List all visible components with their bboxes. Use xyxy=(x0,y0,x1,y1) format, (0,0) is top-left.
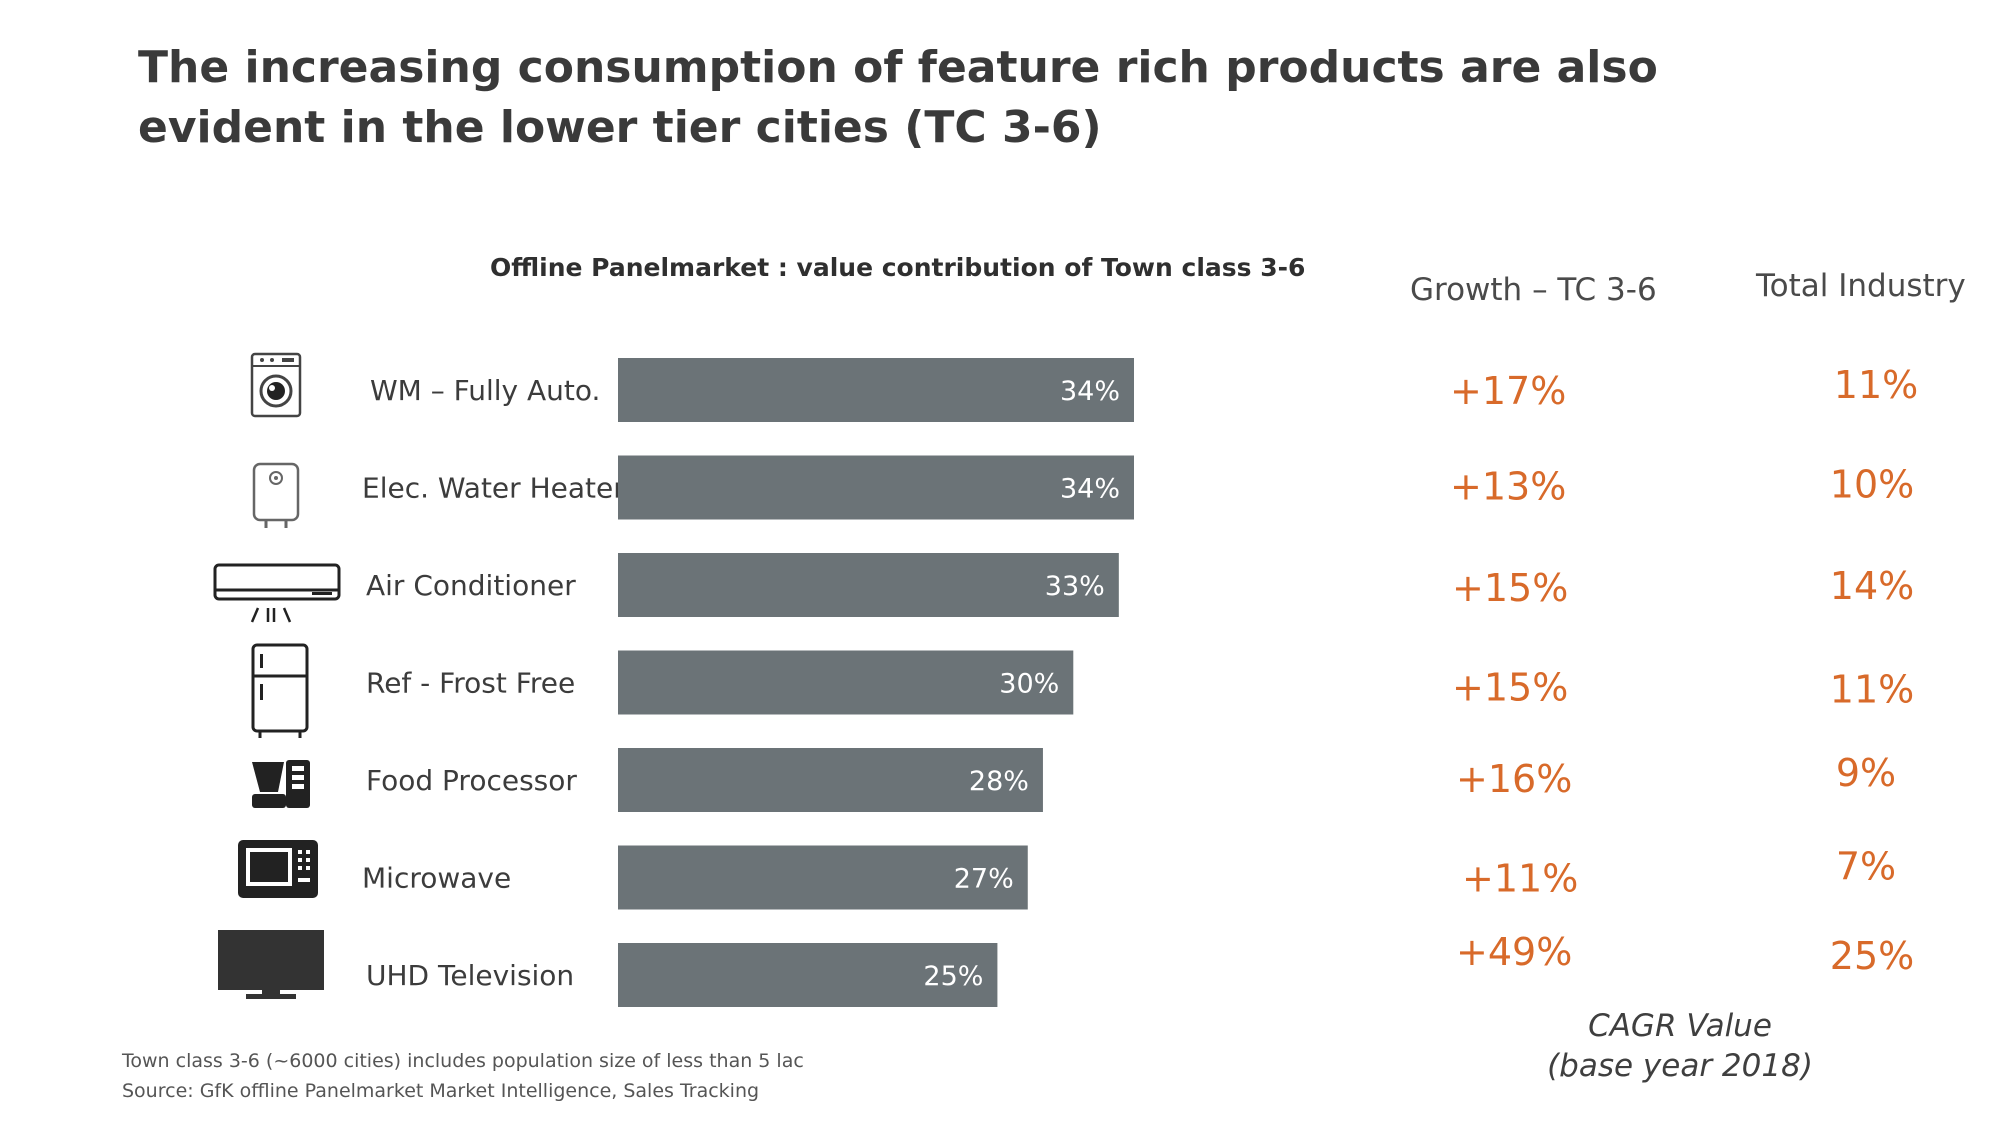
bar-value-label: 30% xyxy=(999,669,1059,700)
growth-header: Growth – TC 3-6 xyxy=(1410,272,1657,308)
growth-value: +49% xyxy=(1456,930,1572,974)
total-industry-value: 11% xyxy=(1834,363,1918,407)
refrigerator-icon xyxy=(251,643,309,738)
total-industry-header: Total Industry xyxy=(1756,268,1966,304)
bar xyxy=(618,358,1134,422)
total-industry-value: 11% xyxy=(1830,668,1914,712)
bar xyxy=(618,455,1134,520)
microwave-icon xyxy=(238,840,318,898)
growth-value: +17% xyxy=(1450,369,1566,413)
category-label: Food Processor xyxy=(366,764,577,797)
cagr-label-line1: CAGR Value xyxy=(1588,1008,1772,1044)
total-industry-value: 9% xyxy=(1836,751,1896,795)
growth-value: +13% xyxy=(1450,465,1566,509)
water-heater-icon xyxy=(252,462,300,528)
category-label: UHD Television xyxy=(366,959,574,992)
footnote-definition: Town class 3-6 (~6000 cities) includes p… xyxy=(122,1050,804,1072)
food-processor-icon xyxy=(252,760,310,808)
category-label: Microwave xyxy=(362,862,511,895)
bar xyxy=(618,943,998,1007)
bar-value-label: 34% xyxy=(1060,474,1120,505)
bar-value-label: 33% xyxy=(1045,571,1105,602)
category-label: Air Conditioner xyxy=(366,569,576,602)
total-industry-value: 25% xyxy=(1830,934,1914,978)
bar xyxy=(618,553,1119,617)
growth-value: +11% xyxy=(1462,857,1578,901)
bar-value-label: 34% xyxy=(1060,376,1120,407)
air-conditioner-icon xyxy=(213,563,341,623)
category-label: Elec. Water Heater xyxy=(362,472,625,505)
bar xyxy=(618,845,1028,910)
chart-title: Offline Panelmarket : value contribution… xyxy=(490,253,1306,282)
bar-value-label: 25% xyxy=(923,961,983,992)
category-label: WM – Fully Auto. xyxy=(370,374,600,407)
total-industry-value: 14% xyxy=(1830,564,1914,608)
growth-value: +15% xyxy=(1452,566,1568,610)
television-icon xyxy=(218,930,324,999)
page-title: The increasing consumption of feature ri… xyxy=(138,42,1658,153)
total-industry-value: 10% xyxy=(1830,463,1914,507)
bar xyxy=(618,748,1043,812)
bar-value-label: 27% xyxy=(954,864,1014,895)
washing-machine-icon xyxy=(250,352,302,418)
bar xyxy=(618,650,1074,715)
footnote-source: Source: GfK offline Panelmarket Market I… xyxy=(122,1080,760,1102)
bar-value-label: 28% xyxy=(969,766,1029,797)
growth-value: +16% xyxy=(1456,757,1572,801)
cagr-label-line2: (base year 2018) xyxy=(1547,1048,1813,1084)
category-label: Ref - Frost Free xyxy=(366,667,575,700)
total-industry-value: 7% xyxy=(1836,845,1896,889)
growth-value: +15% xyxy=(1452,666,1568,710)
